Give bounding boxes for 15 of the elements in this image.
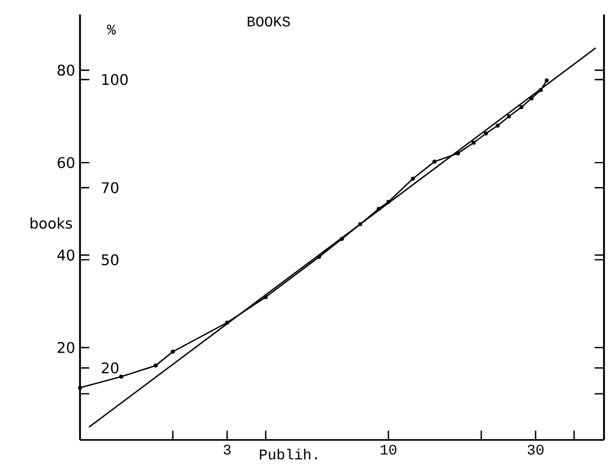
x-tick-label: 3	[224, 444, 231, 455]
x-axis-title: Publih.	[260, 448, 317, 460]
y2-tick-label: 70	[102, 182, 118, 194]
y2-tick-label: 20	[102, 362, 118, 374]
chart-title: BOOKS	[248, 16, 290, 27]
y2-tick-label: 50	[102, 254, 118, 266]
x-tick-label: 10	[380, 444, 396, 455]
x-tick-label: 30	[528, 444, 544, 455]
y2-axis-title: %	[107, 24, 116, 34]
y-tick-label: 40	[57, 250, 74, 261]
y-tick-label: 80	[58, 64, 74, 76]
y-tick-label: 20	[58, 342, 74, 354]
y-tick-label: 60	[58, 157, 74, 168]
y-axis-title: books	[30, 217, 72, 229]
y2-tick-label: 100	[102, 74, 128, 86]
